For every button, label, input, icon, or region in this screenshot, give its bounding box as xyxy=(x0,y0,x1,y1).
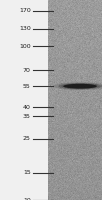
Ellipse shape xyxy=(63,84,97,89)
Text: 35: 35 xyxy=(23,114,31,119)
Text: 170: 170 xyxy=(19,8,31,13)
Ellipse shape xyxy=(58,83,102,89)
Text: 25: 25 xyxy=(23,136,31,141)
Text: 15: 15 xyxy=(23,170,31,175)
Text: 100: 100 xyxy=(19,44,31,49)
Text: 130: 130 xyxy=(19,26,31,31)
Bar xyxy=(0,0,48,200)
Ellipse shape xyxy=(62,84,99,89)
Text: 10: 10 xyxy=(23,198,31,200)
Text: 40: 40 xyxy=(23,105,31,110)
Ellipse shape xyxy=(53,82,102,90)
Text: 70: 70 xyxy=(23,68,31,73)
Text: 55: 55 xyxy=(23,84,31,89)
